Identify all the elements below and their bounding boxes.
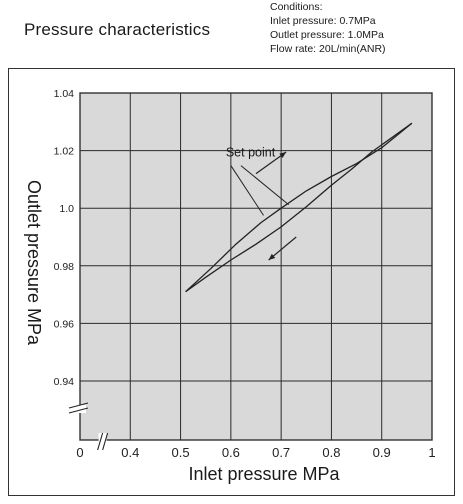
- y-break-mark: [68, 407, 89, 414]
- series-line-decreasing: [185, 122, 413, 293]
- x-break-mark: [102, 432, 109, 451]
- x-tick-label: 0.9: [373, 445, 391, 460]
- x-axis-label: Inlet pressure MPa: [188, 464, 340, 484]
- y-axis-label: Outlet pressure MPa: [24, 180, 44, 346]
- chart-frame: [8, 68, 455, 496]
- condition-outlet-pressure: Outlet pressure: 1.0MPa: [270, 29, 384, 41]
- x-tick-label: 1: [428, 445, 435, 460]
- set-point-label: Set point: [226, 145, 276, 159]
- y-tick-label: 1.04: [54, 88, 75, 100]
- chart-title: Pressure characteristics: [24, 20, 211, 39]
- x-tick-label: 0.5: [172, 445, 190, 460]
- y-tick-label: 1.02: [54, 146, 75, 158]
- x-break-gap: [98, 433, 107, 447]
- condition-flow-rate: Flow rate: 20L/min(ANR): [270, 43, 386, 55]
- x-tick-label: 0.6: [222, 445, 240, 460]
- y-tick-label: 1.0: [59, 203, 74, 215]
- condition-inlet-pressure: Inlet pressure: 0.7MPa: [270, 15, 376, 27]
- y-tick-label: 0.96: [54, 318, 75, 330]
- x-tick-label: 0.7: [272, 445, 290, 460]
- decreasing-arrow-head: [268, 253, 276, 261]
- grid: [80, 93, 432, 440]
- increasing-arrow-head: [279, 152, 287, 159]
- x-tick-label: 0.8: [322, 445, 340, 460]
- conditions-block: Conditions: Inlet pressure: 0.7MPa Outle…: [270, 0, 386, 56]
- x-tick-label: 0.4: [121, 445, 139, 460]
- x-tick-labels: 0 0.4 0.5 0.6 0.7 0.8 0.9 1: [76, 445, 435, 460]
- y-tick-label: 0.94: [54, 376, 75, 388]
- axis-breaks: [68, 402, 109, 451]
- x-tick-label: 0: [76, 445, 83, 460]
- y-break-gap: [72, 405, 86, 413]
- series-group: [185, 122, 413, 293]
- y-tick-label: 0.98: [54, 261, 75, 273]
- set-point-leader: [230, 165, 264, 216]
- x-break-mark: [97, 432, 104, 451]
- direction-arrows: [255, 151, 297, 261]
- annotation-group: Set point: [226, 145, 290, 216]
- set-point-leader: [240, 165, 290, 206]
- series-line-increasing: [185, 122, 413, 293]
- conditions-heading: Conditions:: [270, 1, 323, 13]
- y-break-mark: [68, 402, 89, 409]
- y-tick-labels: 1.04 1.02 1.0 0.98 0.96 0.94: [54, 88, 75, 388]
